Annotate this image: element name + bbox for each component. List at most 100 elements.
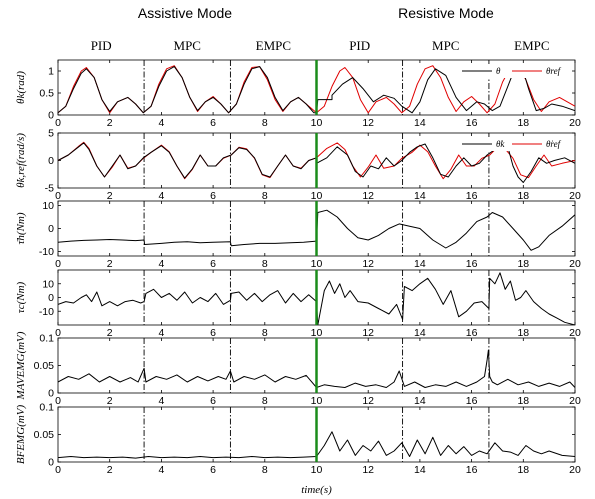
- x-tick-label: 14: [414, 464, 426, 476]
- x-tick-label: 12: [362, 258, 374, 270]
- mode-title-assistive: Assistive Mode: [138, 5, 232, 21]
- x-tick-label: 10: [311, 327, 323, 339]
- x-tick-label: 4: [158, 395, 164, 407]
- y-axis-label: τ̄h(Nm): [15, 212, 27, 244]
- y-tick-label: 0: [48, 155, 54, 167]
- x-tick-label: 0: [55, 190, 61, 202]
- panel-mav: 0 2 4 6 8 10 12 14 16 18 20 0 0.05 0.1 MAVEMG(mV): [15, 331, 581, 407]
- x-tick-label: 16: [466, 395, 478, 407]
- x-tick-label: 20: [569, 190, 581, 202]
- x-tick-label: 18: [517, 464, 529, 476]
- x-tick-label: 10: [311, 258, 323, 270]
- mode-title-resistive: Resistive Mode: [398, 5, 494, 21]
- x-tick-label: 6: [210, 464, 216, 476]
- x-tick-label: 6: [210, 117, 216, 129]
- x-tick-label: 14: [414, 258, 426, 270]
- x-tick-label: 8: [262, 464, 268, 476]
- y-axis-label: BFEMG(mV): [15, 405, 27, 465]
- x-tick-label: 14: [414, 327, 426, 339]
- x-tick-label: 12: [362, 464, 374, 476]
- x-tick-label: 6: [210, 190, 216, 202]
- y-tick-label: 0: [48, 110, 54, 122]
- x-tick-label: 16: [466, 464, 478, 476]
- x-tick-label: 12: [362, 395, 374, 407]
- y-axis-label: θ̇k,ref(rad/s): [15, 133, 27, 188]
- x-tick-label: 12: [362, 117, 374, 129]
- series-measured-line: [58, 431, 575, 459]
- x-tick-label: 8: [262, 395, 268, 407]
- x-tick-label: 4: [158, 258, 164, 270]
- controller-label-empc: EMPC: [514, 38, 549, 53]
- y-tick-label: 0.5: [39, 88, 54, 100]
- series-measured-line: [58, 349, 575, 388]
- x-tick-label: 0: [55, 395, 61, 407]
- y-axis-label: τc(Nm): [15, 281, 27, 313]
- controller-label-mpc: MPC: [174, 38, 201, 53]
- x-tick-label: 10: [311, 395, 323, 407]
- panel-theta: 0 2 4 6 8 10 12 14 16 18 20 0 0.5 1 θk(rad) θ θref: [15, 59, 581, 129]
- y-tick-label: 10: [42, 278, 54, 290]
- x-tick-label: 18: [517, 327, 529, 339]
- x-tick-label: 4: [158, 327, 164, 339]
- x-tick-label: 18: [517, 117, 529, 129]
- y-axis-label: θk(rad): [15, 71, 27, 104]
- x-tick-label: 2: [107, 258, 113, 270]
- x-tick-label: 0: [55, 258, 61, 270]
- y-tick-label: -10: [39, 246, 54, 258]
- x-tick-label: 18: [517, 395, 529, 407]
- x-tick-label: 20: [569, 395, 581, 407]
- x-tick-label: 20: [569, 327, 581, 339]
- x-tick-label: 12: [362, 327, 374, 339]
- x-tick-label: 8: [262, 117, 268, 129]
- x-tick-label: 2: [107, 117, 113, 129]
- x-tick-label: 16: [466, 117, 478, 129]
- x-tick-label: 6: [210, 395, 216, 407]
- legend-label-measured: θ: [496, 66, 501, 76]
- x-tick-label: 18: [517, 190, 529, 202]
- series-measured-line: [58, 272, 575, 325]
- x-tick-label: 20: [569, 117, 581, 129]
- x-tick-label: 12: [362, 190, 374, 202]
- x-tick-label: 2: [107, 327, 113, 339]
- legend: θ̇k θ̇ref: [460, 137, 572, 151]
- x-tick-label: 10: [311, 464, 323, 476]
- x-tick-label: 4: [158, 190, 164, 202]
- y-tick-label: 5: [48, 128, 54, 140]
- x-tick-label: 8: [262, 258, 268, 270]
- x-tick-label: 2: [107, 190, 113, 202]
- x-tick-label: 18: [517, 258, 529, 270]
- y-tick-label: -10: [39, 306, 54, 318]
- legend: θ θref: [460, 64, 572, 78]
- x-tick-label: 14: [414, 117, 426, 129]
- x-tick-label: 8: [262, 190, 268, 202]
- x-tick-label: 14: [414, 190, 426, 202]
- controller-label-pid: PID: [91, 38, 112, 53]
- x-tick-label: 0: [55, 464, 61, 476]
- x-tick-label: 10: [311, 190, 323, 202]
- y-tick-label: 1: [48, 66, 54, 78]
- y-tick-label: -5: [45, 183, 54, 195]
- legend-label-reference: θref: [546, 66, 562, 76]
- y-tick-label: 0: [48, 388, 54, 400]
- x-tick-label: 16: [466, 327, 478, 339]
- x-tick-label: 16: [466, 258, 478, 270]
- y-tick-label: 0.05: [34, 360, 55, 372]
- x-tick-label: 6: [210, 258, 216, 270]
- y-tick-label: 0: [48, 292, 54, 304]
- x-tick-label: 2: [107, 464, 113, 476]
- legend-label-reference: θ̇ref: [546, 139, 562, 149]
- x-axis-label: time(s): [301, 484, 332, 496]
- x-tick-label: 0: [55, 117, 61, 129]
- x-tick-label: 20: [569, 464, 581, 476]
- panel-bf: 0 2 4 6 8 10 12 14 16 18 20 0 0.05 0.1 BFEMG(mV): [15, 402, 581, 477]
- x-tick-label: 14: [414, 395, 426, 407]
- x-tick-label: 6: [210, 327, 216, 339]
- controller-label-empc: EMPC: [256, 38, 291, 53]
- x-tick-label: 4: [158, 117, 164, 129]
- y-tick-label: 10: [42, 200, 54, 212]
- x-tick-label: 0: [55, 327, 61, 339]
- y-tick-label: 0.05: [34, 429, 55, 441]
